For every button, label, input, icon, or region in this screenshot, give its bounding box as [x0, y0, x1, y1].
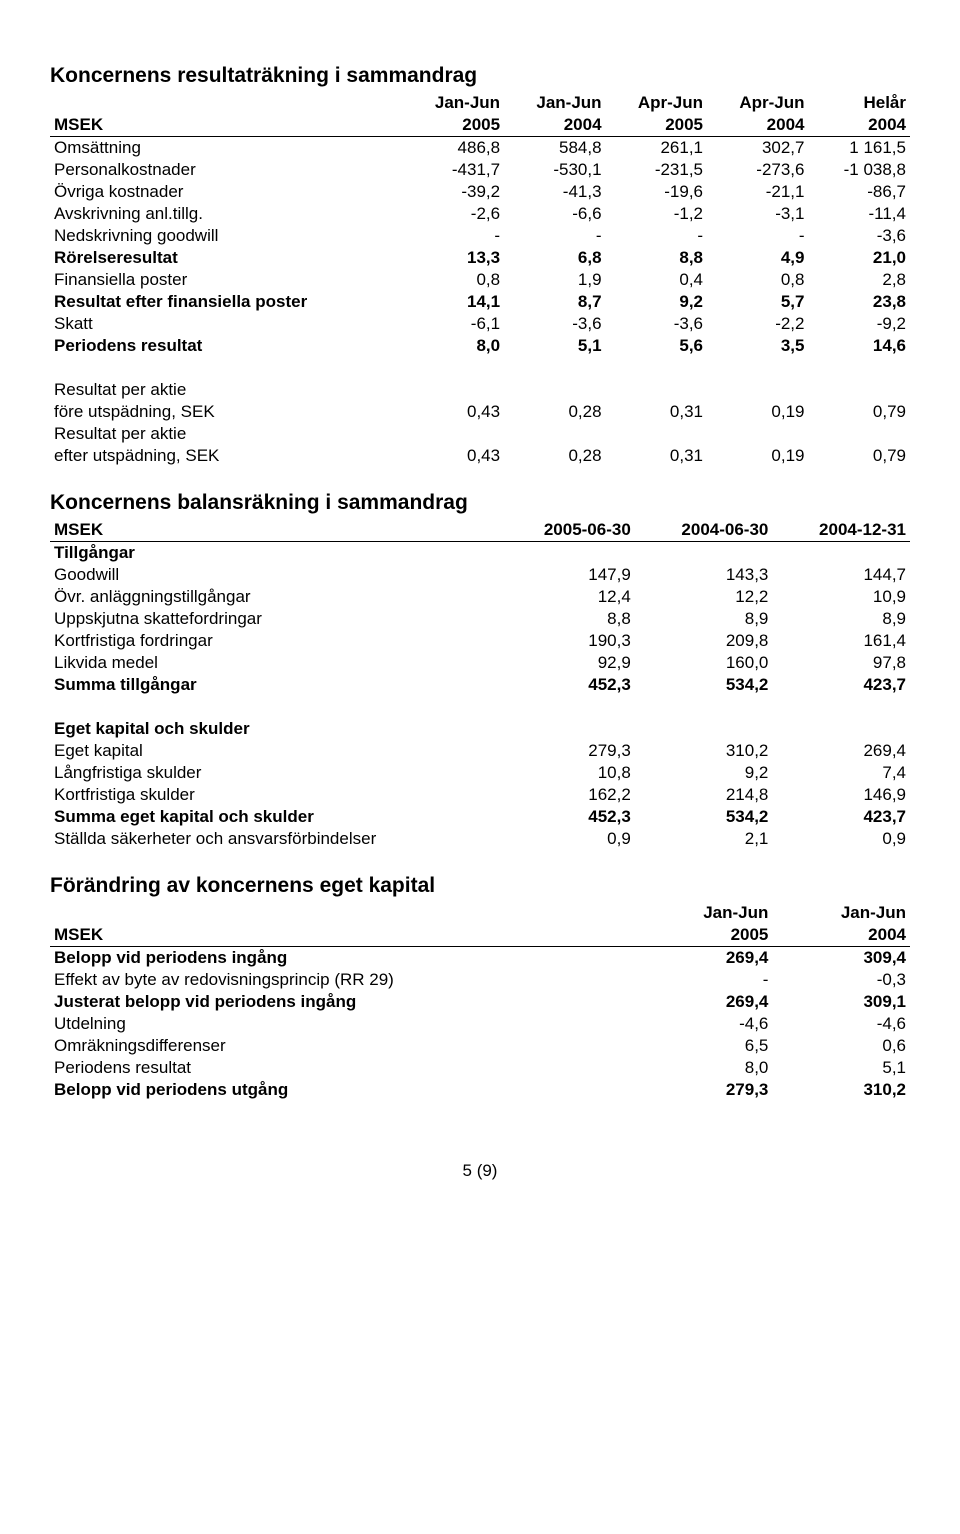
table-row: Likvida medel92,9160,097,8: [50, 652, 910, 674]
table-row: Summa tillgångar452,3534,2423,7: [50, 674, 910, 696]
table-row: Periodens resultat8,05,15,63,514,6: [50, 335, 910, 357]
table-row: Övr. anläggningstillgångar12,412,210,9: [50, 586, 910, 608]
table-row: Skatt-6,1-3,6-3,6-2,2-9,2: [50, 313, 910, 335]
table-row: Finansiella poster0,81,90,40,82,8: [50, 269, 910, 291]
table-row: Nedskrivning goodwill-----3,6: [50, 225, 910, 247]
table-row: Belopp vid periodens utgång279,3310,2: [50, 1079, 910, 1101]
table-row: Resultat efter finansiella poster14,18,7…: [50, 291, 910, 313]
table-row: Utdelning-4,6-4,6: [50, 1013, 910, 1035]
equity-table: Jan-JunJan-JunMSEK20052004Belopp vid per…: [50, 902, 910, 1101]
table-row: Rörelseresultat13,36,88,84,921,0: [50, 247, 910, 269]
table-row: Kortfristiga skulder162,2214,8146,9: [50, 784, 910, 806]
equity-title: Förändring av koncernens eget kapital: [50, 874, 910, 898]
page-footer: 5 (9): [50, 1161, 910, 1181]
balance-title: Koncernens balansräkning i sammandrag: [50, 491, 910, 515]
balance-table: MSEK2005-06-302004-06-302004-12-31Tillgå…: [50, 519, 910, 850]
table-row: Goodwill147,9143,3144,7: [50, 564, 910, 586]
table-row: Eget kapital279,3310,2269,4: [50, 740, 910, 762]
table-row: Övriga kostnader-39,2-41,3-19,6-21,1-86,…: [50, 181, 910, 203]
table-row: Uppskjutna skattefordringar8,88,98,9: [50, 608, 910, 630]
table-row: Avskrivning anl.tillg.-2,6-6,6-1,2-3,1-1…: [50, 203, 910, 225]
table-row: Långfristiga skulder10,89,27,4: [50, 762, 910, 784]
table-row: Personalkostnader-431,7-530,1-231,5-273,…: [50, 159, 910, 181]
table-row: Summa eget kapital och skulder452,3534,2…: [50, 806, 910, 828]
table-row: Justerat belopp vid periodens ingång269,…: [50, 991, 910, 1013]
income-table: Jan-JunJan-JunApr-JunApr-JunHelårMSEK200…: [50, 92, 910, 467]
table-row: Belopp vid periodens ingång269,4309,4: [50, 947, 910, 970]
table-row: Effekt av byte av redovisningsprincip (R…: [50, 969, 910, 991]
table-row: Ställda säkerheter och ansvarsförbindels…: [50, 828, 910, 850]
table-row: Omsättning486,8584,8261,1302,71 161,5: [50, 137, 910, 160]
table-row: Periodens resultat8,05,1: [50, 1057, 910, 1079]
table-row: Kortfristiga fordringar190,3209,8161,4: [50, 630, 910, 652]
table-row: Omräkningsdifferenser6,50,6: [50, 1035, 910, 1057]
income-title: Koncernens resultaträkning i sammandrag: [50, 64, 910, 88]
